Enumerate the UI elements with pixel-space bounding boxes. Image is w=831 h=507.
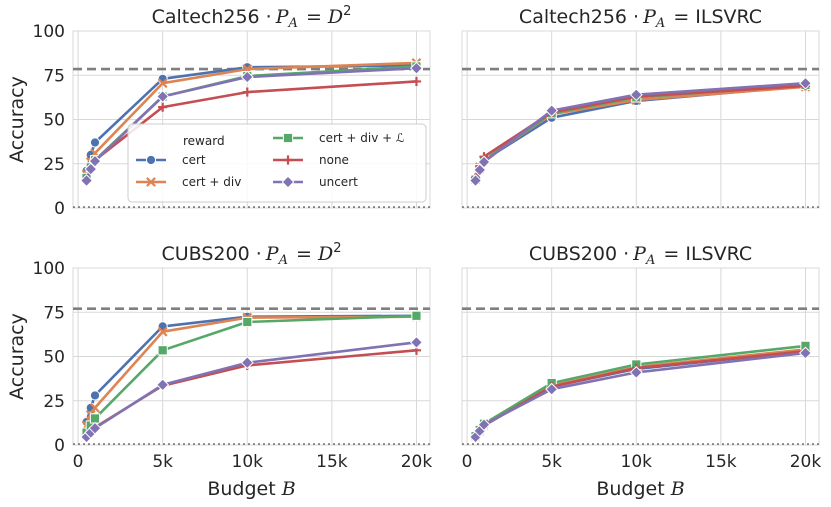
panel-cubs-ilsvrc: CUBS200 · PA = ILSVRC 0 5k 10k 15k 20k Budget B — [461, 243, 822, 500]
y-tick-label: 0 — [54, 436, 65, 456]
data-point — [240, 356, 254, 370]
data-point — [157, 345, 168, 356]
plot-frame — [461, 30, 820, 209]
panel-caltech-ilsvrc: Caltech256 · PA = ILSVRC — [461, 6, 820, 209]
x-tick-label: 0 — [462, 452, 473, 472]
y-axis-label: Accuracy — [6, 76, 28, 163]
y-tick-label: 75 — [43, 303, 65, 323]
x-tick-label: 20k — [790, 452, 822, 472]
panel-title: CUBS200 · PA = D2 — [162, 241, 342, 268]
x-tick-label: 15k — [316, 452, 348, 472]
legend: reward cert cert + div cert + div + ℒ none un… — [127, 123, 427, 203]
data-point — [157, 78, 168, 89]
x-tick-label: 5k — [152, 452, 173, 472]
data-point — [88, 154, 102, 168]
data-point — [242, 87, 252, 97]
series-cert-div — [81, 311, 422, 431]
panel-caltech-d2: Caltech256 · PA = D2 0 25 50 75 100 Accuracy rew… — [6, 4, 431, 219]
data-point — [799, 76, 812, 90]
legend-entry-uncert: uncert — [273, 175, 358, 189]
legend-marker — [281, 175, 295, 189]
y-tick-label: 50 — [43, 348, 65, 368]
data-point — [156, 90, 170, 103]
x-axis-label: Budget B — [207, 478, 295, 500]
series-line-cert-div-l — [85, 314, 417, 434]
data-point — [477, 418, 491, 432]
legend-box — [127, 123, 427, 203]
y-tick-label: 50 — [43, 111, 65, 131]
y-tick-label: 25 — [43, 392, 65, 412]
x-tick-label: 10k — [232, 452, 264, 472]
legend-entry-cert-div-l: cert + div + ℒ — [273, 131, 405, 145]
plot-frame — [461, 267, 820, 446]
legend-entry-cert: cert — [136, 153, 206, 167]
data-point — [629, 88, 643, 102]
panel-title: Caltech256 · PA = D2 — [152, 4, 352, 31]
plot-frame — [72, 267, 431, 446]
x-tick-label: 5k — [541, 452, 562, 472]
panel-title: Caltech256 · PA = ILSVRC — [519, 6, 762, 31]
x-tick-label: 10k — [621, 452, 653, 472]
legend-marker — [282, 132, 294, 144]
series-line-cert-div — [85, 315, 417, 426]
x-tick-label: 15k — [705, 452, 737, 472]
series-cert — [81, 310, 422, 428]
panel-cubs-d2: CUBS200 · PA = D2 0 25 50 75 100 0 5k 10k 15k 20k Ac… — [6, 241, 432, 500]
legend-marker — [283, 155, 293, 165]
data-point — [156, 378, 170, 392]
series-uncert — [469, 346, 812, 444]
data-point — [89, 137, 101, 148]
panel-title: CUBS200 · PA = ILSVRC — [529, 243, 752, 268]
legend-label: cert — [182, 153, 206, 167]
legend-label: cert + div — [182, 175, 241, 189]
data-point — [88, 421, 102, 435]
data-point — [477, 155, 491, 169]
data-point — [410, 61, 423, 75]
x-tick-label: 0 — [73, 452, 84, 472]
data-point — [545, 382, 559, 396]
data-point — [157, 326, 168, 337]
y-tick-label: 0 — [54, 199, 65, 219]
x-axis-label: Budget B — [596, 478, 684, 500]
legend-label: none — [319, 153, 349, 167]
x-tick-label: 20k — [401, 452, 433, 472]
data-point — [158, 102, 168, 112]
legend-marker — [145, 154, 157, 166]
legend-entry-none: none — [273, 153, 349, 167]
y-tick-label: 100 — [33, 259, 65, 279]
y-tick-label: 100 — [33, 22, 65, 42]
data-point — [240, 70, 254, 84]
series-line-cert — [85, 314, 417, 423]
data-point — [799, 346, 812, 360]
series-uncert — [80, 335, 423, 444]
y-tick-label: 25 — [43, 155, 65, 175]
series-uncert — [469, 76, 812, 188]
legend-label: uncert — [319, 175, 358, 189]
data-point — [80, 174, 93, 188]
legend-entry-cert-div: cert + div — [136, 175, 241, 189]
plot-frame — [72, 30, 431, 209]
grid — [461, 30, 820, 209]
data-point — [629, 365, 643, 379]
data-point — [410, 335, 423, 349]
data-point — [90, 402, 100, 413]
data-point — [545, 104, 559, 118]
legend-marker — [146, 177, 156, 187]
series-cert-div-l — [81, 310, 422, 438]
data-point — [469, 174, 482, 188]
series-none — [81, 345, 422, 441]
y-axis-label: Accuracy — [6, 313, 28, 400]
grid — [72, 267, 431, 446]
data-point — [411, 310, 422, 321]
legend-title: reward — [183, 134, 225, 148]
data-point — [411, 76, 422, 87]
y-tick-label: 75 — [43, 66, 65, 86]
data-point — [242, 316, 253, 328]
legend-label: cert + div + ℒ — [319, 131, 405, 145]
data-point — [89, 390, 101, 401]
data-point — [89, 413, 101, 424]
